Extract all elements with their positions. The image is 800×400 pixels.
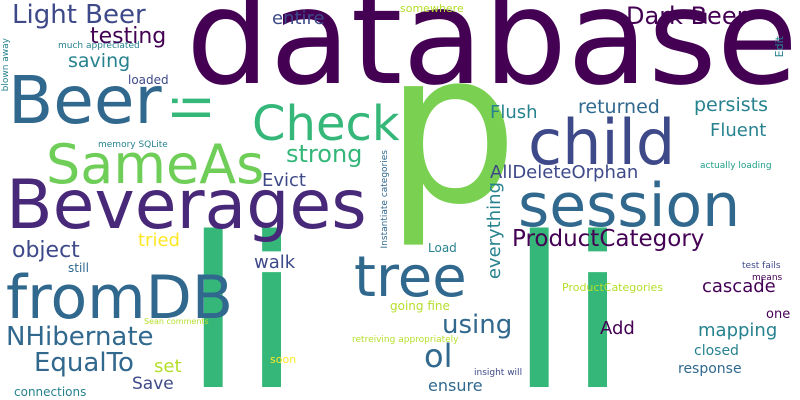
word-productcategory: ProductCategory: [512, 226, 705, 252]
word-strong: strong: [286, 140, 363, 168]
word-fluent: Fluent: [710, 120, 767, 141]
word-check: Check: [252, 96, 400, 152]
word-using: using: [442, 310, 513, 340]
word-entire: entire: [272, 8, 325, 29]
word-instantiate-categories: Instantiate categories: [380, 150, 390, 249]
word-beverages: Beverages: [6, 166, 367, 245]
word-one: one: [766, 307, 791, 322]
word-sean-comments: Sean comments: [144, 317, 209, 326]
word-light-beer: Light Beer: [12, 0, 146, 30]
word-session: session: [518, 171, 741, 241]
word-dark-beer: Dark Beer: [626, 2, 747, 30]
word-walk: walk: [254, 252, 296, 273]
word-insight-will: insight will: [474, 368, 523, 378]
word-nhibernate: NHibernate: [6, 322, 154, 352]
word-cascade: cascade: [702, 276, 776, 297]
word-response: response: [678, 361, 742, 377]
word-beer: Beer: [8, 62, 162, 139]
word-test-fails: test fails: [742, 261, 781, 271]
word-load: Load: [428, 241, 457, 255]
word-still: still: [68, 261, 89, 275]
word-mapping: mapping: [698, 320, 778, 341]
word-actually-loading: actually loading: [700, 161, 772, 171]
word-set: set: [154, 356, 182, 377]
word-alldeleteorphan: AllDeleteOrphan: [490, 162, 639, 183]
word-li-vertical: li: [164, 94, 222, 122]
word-blown-away: blown away: [1, 38, 11, 92]
word-add: Add: [600, 318, 635, 339]
word-ensure: ensure: [428, 376, 483, 395]
word-tried: tried: [138, 230, 180, 251]
word-productcategories: ProductCategories: [562, 281, 664, 294]
word-persists: persists: [694, 94, 768, 116]
word-flush: Flush: [490, 102, 538, 123]
word-connections: connections: [14, 385, 87, 399]
word-means: means: [752, 273, 783, 283]
word-somewhere: somewhere: [400, 2, 464, 15]
word-testing: testing: [90, 24, 167, 49]
word-p: p: [385, 6, 519, 251]
word-equalto: EqualTo: [34, 348, 134, 378]
word-everything: everything: [484, 182, 505, 280]
word-li-right: li: [510, 192, 627, 400]
word-fromdb: fromDB: [6, 263, 233, 333]
word-tree: tree: [354, 245, 467, 310]
word-memory-sqlite: memory SQLite: [98, 140, 168, 150]
word-returned: returned: [578, 96, 660, 118]
word-object: object: [12, 238, 80, 263]
word-edit: Edit: [773, 36, 786, 58]
word-save: Save: [132, 374, 174, 394]
word-soon: soon: [270, 353, 297, 366]
word-ol: ol: [424, 337, 453, 375]
word-sameas: SameAs: [46, 133, 265, 196]
word-closed: closed: [694, 343, 739, 359]
word-much-appreciated: much appreciated: [58, 41, 140, 51]
word-loaded: loaded: [128, 73, 169, 87]
word-saving: saving: [68, 50, 131, 72]
word-going-fine: going fine: [390, 299, 450, 313]
word-child: child: [528, 106, 676, 179]
word-evict: Evict: [262, 170, 306, 191]
word-retreiving-appropriately: retreiving appropriately: [352, 335, 459, 345]
word-li-left: li: [184, 192, 301, 400]
word-database: database: [186, 0, 798, 115]
